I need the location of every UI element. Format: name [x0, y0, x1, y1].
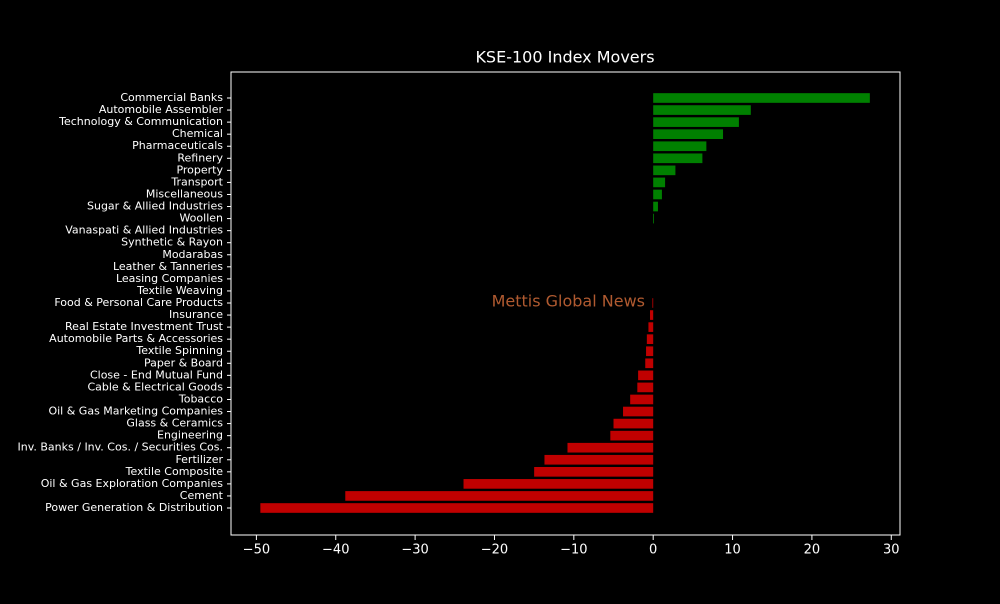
y-tick-label: Sugar & Allied Industries [87, 200, 223, 213]
bar [653, 129, 724, 139]
y-tick-label: Paper & Board [144, 356, 223, 369]
y-tick-label: Textile Composite [125, 465, 224, 478]
y-tick-label: Cement [180, 489, 224, 502]
y-tick-label: Pharmaceuticals [132, 139, 223, 152]
y-tick-label: Modarabas [162, 248, 223, 261]
y-tick-label: Technology & Communication [58, 115, 223, 128]
bar [630, 394, 654, 405]
y-tick-label: Textile Weaving [136, 284, 223, 297]
y-tick-label: Engineering [157, 429, 223, 442]
x-tick-label: 0 [649, 543, 657, 558]
bar [653, 213, 654, 224]
bar [653, 165, 676, 176]
y-tick-label: Automobile Assembler [99, 103, 224, 116]
y-tick-label: Miscellaneous [146, 187, 223, 200]
y-tick-label: Chemical [172, 127, 223, 140]
x-tick-label: −10 [560, 543, 587, 558]
bar [623, 406, 654, 417]
chart-title: KSE-100 Index Movers [475, 48, 654, 67]
y-tick-label: Commercial Banks [120, 91, 223, 104]
x-tick-label: −20 [481, 543, 508, 558]
y-tick-label: Property [176, 163, 223, 176]
y-tick-label: Textile Spinning [135, 344, 223, 357]
bar [567, 442, 654, 453]
y-tick-label: Vanaspati & Allied Industries [65, 224, 223, 237]
y-tick-label: Food & Personal Care Products [54, 296, 223, 309]
y-tick-label: Power Generation & Distribution [45, 501, 223, 514]
bar [260, 503, 654, 513]
y-tick-label: Oil & Gas Exploration Companies [41, 477, 224, 490]
bar [613, 418, 654, 429]
bar [637, 382, 654, 393]
bar [646, 334, 654, 344]
y-tick-label: Leasing Companies [116, 272, 223, 285]
bar [544, 454, 654, 465]
y-tick-label: Glass & Ceramics [126, 417, 223, 430]
y-tick-label: Synthetic & Rayon [121, 236, 223, 249]
bar [653, 117, 739, 127]
bar [463, 479, 654, 489]
y-tick-label: Woollen [179, 212, 223, 225]
bar [653, 189, 662, 200]
bar [653, 105, 751, 115]
y-tick-label: Transport [170, 175, 223, 188]
bar [653, 153, 703, 164]
y-tick-label: Close - End Mutual Fund [90, 368, 223, 381]
x-tick-label: 10 [724, 543, 741, 558]
bar [650, 310, 654, 320]
y-tick-label: Refinery [177, 151, 223, 164]
bar [638, 370, 654, 381]
y-tick-label: Insurance [169, 308, 223, 321]
bar [645, 358, 654, 369]
y-tick-label: Inv. Banks / Inv. Cos. / Securities Cos. [18, 441, 223, 454]
bar [534, 467, 654, 477]
bar [345, 491, 654, 501]
y-tick-label: Oil & Gas Marketing Companies [48, 405, 223, 418]
y-tick-label: Real Estate Investment Trust [65, 320, 224, 333]
y-tick-label: Cable & Electrical Goods [87, 380, 223, 393]
bar [610, 430, 654, 441]
y-tick-label: Tobacco [178, 392, 223, 405]
x-tick-label: 20 [804, 543, 821, 558]
bar [646, 346, 654, 357]
bar [653, 141, 707, 152]
bar [653, 93, 870, 103]
y-tick-label: Automobile Parts & Accessories [49, 332, 223, 345]
bar [648, 322, 654, 332]
x-tick-label: −30 [401, 543, 428, 558]
watermark: Mettis Global News [492, 292, 645, 311]
bar [653, 177, 666, 188]
x-tick-label: −40 [322, 543, 349, 558]
y-tick-label: Fertilizer [175, 453, 223, 466]
bar [652, 298, 654, 308]
y-tick-label: Leather & Tanneries [113, 260, 223, 273]
x-tick-label: 30 [883, 543, 900, 558]
bar [653, 201, 658, 212]
x-tick-label: −50 [243, 543, 270, 558]
